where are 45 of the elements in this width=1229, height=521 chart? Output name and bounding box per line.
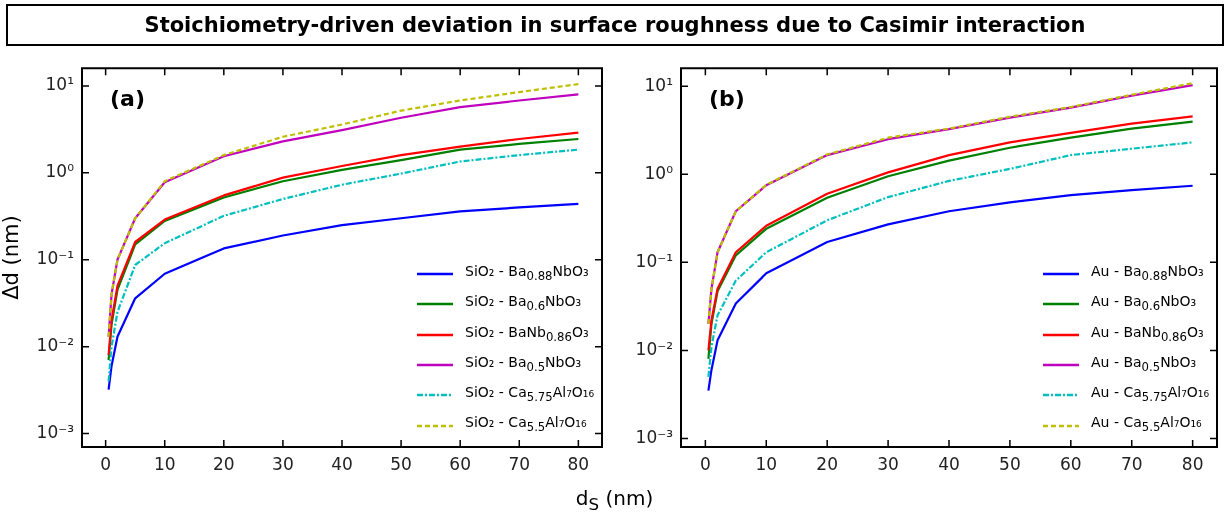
chart-title: Stoichiometry-driven deviation in surface roughness due to Casimir interaction [6,4,1224,46]
x-tick-label: 80 [567,453,590,474]
annotation: (b) [709,86,745,112]
x-tick-label: 50 [390,453,412,474]
x-tick-label: 60 [449,453,471,474]
x-axis-title: d$_{S}$ (nm) [574,486,655,514]
x-tick-label: 20 [816,453,838,474]
legend-label: Au - BaNb$_{0.86}$O₃ [1091,322,1204,346]
x-tick-label: 70 [508,453,531,474]
x-tick-label: 10 [153,453,176,474]
x-tick-label: 20 [213,453,235,474]
legend-label: SiO₂ - BaNb$_{0.86}$O₃ [465,322,589,346]
y-tick-label: 10⁻¹ [635,250,673,271]
y-axis-title: Δd (nm) [0,215,24,300]
x-tick-label: 30 [877,453,899,474]
x-tick-label: 50 [999,453,1021,474]
legend-label: SiO₂ - Ca$_{5.75}$Al₇O₁₆ [465,383,595,406]
y-tick-label: 10⁻² [635,338,673,359]
legend-label: Au - Ba$_{0.88}$NbO₃ [1091,262,1204,285]
x-tick-label: 70 [1120,453,1143,474]
y-tick-label: 10⁰ [45,161,75,182]
x-tick-label: 40 [938,453,960,474]
y-tick-label: 10⁻² [36,335,74,356]
y-tick-label: 10⁻³ [635,426,673,447]
y-tick-label: 10¹ [644,74,673,95]
annotation: (a) [110,86,145,112]
legend-label: SiO₂ - Ca$_{5.5}$Al₇O₁₆ [465,413,587,437]
x-tick-label: 30 [272,453,294,474]
x-tick-label: 80 [1181,453,1204,474]
x-tick-label: 0 [100,453,112,474]
legend-label: Au - Ba$_{0.6}$NbO₃ [1091,292,1197,316]
legend-label: SiO₂ - Ba$_{0.88}$NbO₃ [465,262,589,285]
legend-label: SiO₂ - Ba$_{0.6}$NbO₃ [465,292,582,316]
legend-label: Au - Ca$_{5.75}$Al₇O₁₆ [1091,383,1210,406]
y-tick-label: 10⁰ [644,162,674,183]
x-tick-label: 60 [1060,453,1082,474]
x-tick-label: 40 [331,453,353,474]
legend-label: SiO₂ - Ba$_{0.5}$NbO₃ [465,352,582,376]
y-tick-label: 10¹ [45,74,74,95]
legend-label: Au - Ba$_{0.5}$NbO₃ [1091,352,1197,376]
legend-label: Au - Ca$_{5.5}$Al₇O₁₆ [1091,413,1202,437]
x-tick-label: 10 [755,453,778,474]
y-tick-label: 10⁻¹ [36,248,74,269]
y-tick-label: 10⁻³ [36,421,74,442]
x-tick-label: 0 [699,453,711,474]
